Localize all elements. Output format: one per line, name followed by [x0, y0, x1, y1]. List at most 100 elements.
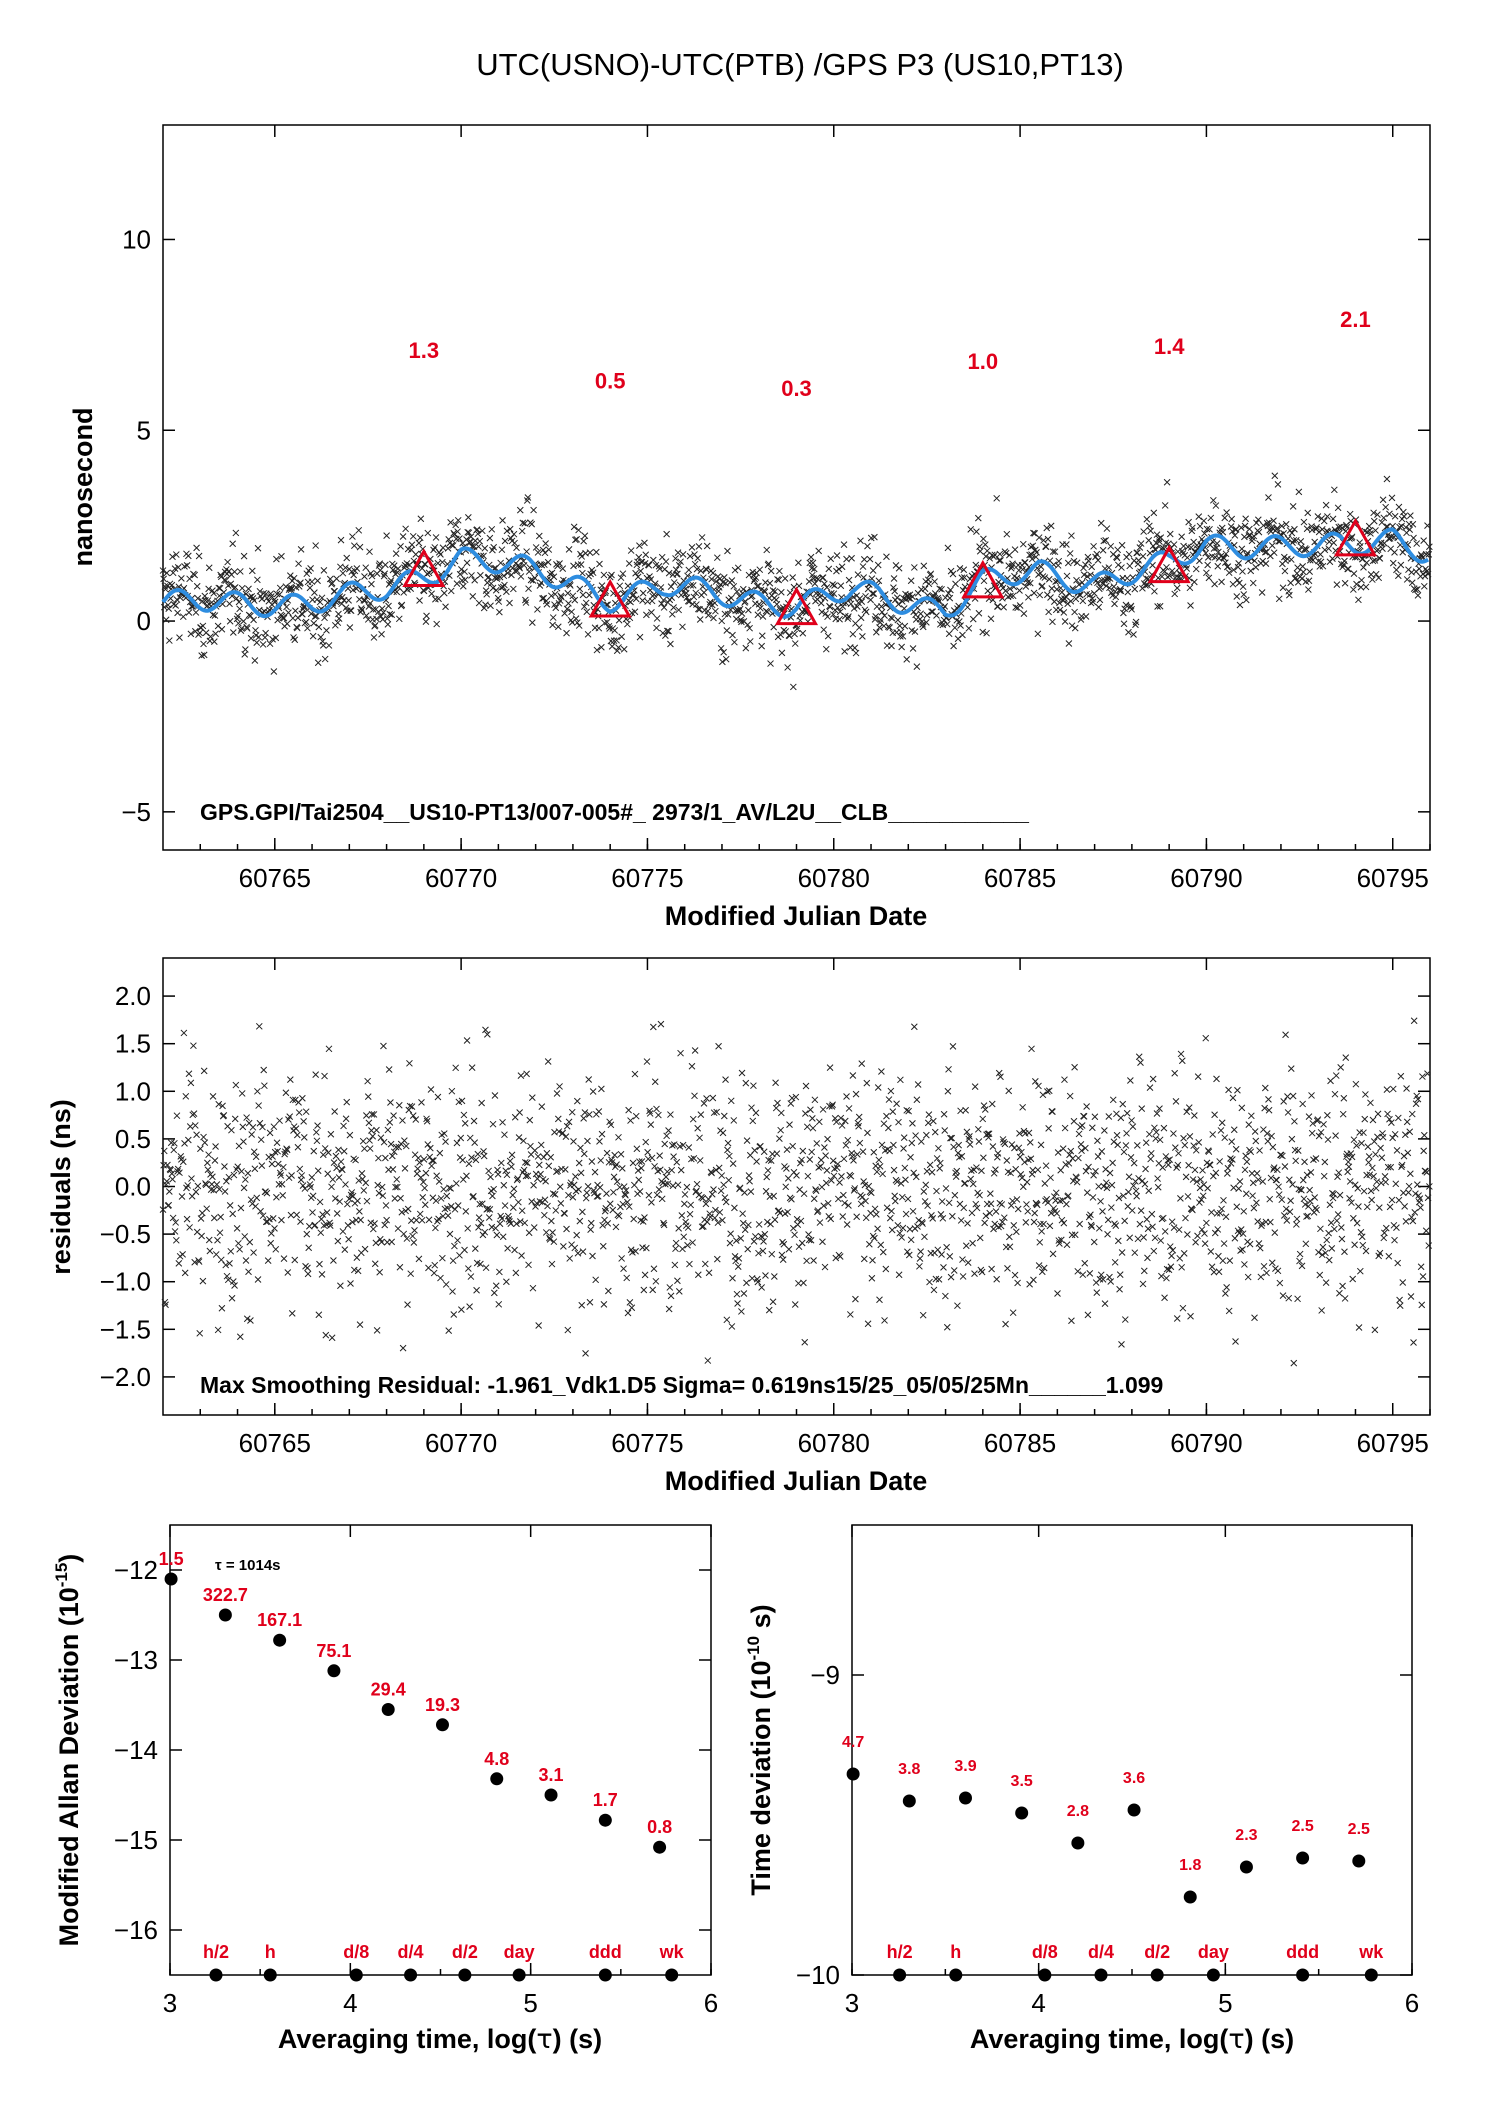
residual-data-point [1266, 1195, 1274, 1203]
main-data-point [417, 515, 425, 523]
residual-data-point [1090, 1238, 1098, 1246]
residual-data-point [674, 1181, 682, 1189]
residual-data-point [987, 1200, 995, 1208]
main-data-point [746, 638, 754, 645]
main-data-point [729, 631, 736, 639]
residual-data-point [1184, 1193, 1192, 1200]
main-data-point [959, 631, 966, 639]
residual-data-point [184, 1136, 192, 1144]
main-data-point [383, 532, 390, 539]
residual-data-point [1346, 1178, 1354, 1185]
residual-data-point [977, 1266, 985, 1274]
main-data-point [240, 617, 247, 625]
residual-data-point [212, 1251, 220, 1258]
residual-data-point [1037, 1220, 1044, 1228]
main-data-point [176, 634, 183, 641]
residual-data-point [446, 1230, 454, 1238]
residual-data-point [992, 1208, 1000, 1215]
residual-data-point [554, 1115, 562, 1123]
residual-data-point [215, 1100, 223, 1108]
residual-data-point [701, 1260, 709, 1268]
residual-data-point [800, 1190, 808, 1198]
residual-data-point [432, 1197, 440, 1205]
main-data-point [1102, 537, 1110, 544]
residual-data-point [463, 1037, 471, 1044]
main-data-point [397, 543, 404, 550]
main-data-point [834, 604, 842, 612]
residual-data-point [746, 1177, 753, 1185]
main-data-point [1282, 520, 1290, 528]
residual-data-point [989, 1143, 997, 1150]
residual-data-point [1247, 1148, 1255, 1156]
residual-data-point [395, 1101, 403, 1109]
residual-data-point [319, 1151, 327, 1159]
residual-data-point [1357, 1228, 1365, 1236]
main-data-point [973, 528, 980, 535]
main-data-point [308, 578, 316, 586]
residual-data-point [1173, 1315, 1181, 1322]
residual-data-point [1235, 1185, 1243, 1193]
x-tick-label: 60770 [425, 1428, 497, 1458]
main-data-point [670, 604, 677, 611]
tdev-plot-frame [851, 1524, 1413, 1976]
main-data-point [1059, 597, 1067, 604]
residual-data-point [1031, 1209, 1039, 1217]
residual-data-point [757, 1142, 764, 1150]
residual-data-point [1101, 1127, 1108, 1134]
main-data-point [247, 634, 255, 642]
main-data-point [639, 589, 647, 597]
main-data-point [231, 568, 238, 576]
x-tick-label: 60790 [1170, 863, 1242, 893]
residual-data-point [655, 1111, 662, 1119]
residual-data-point [250, 1249, 257, 1256]
residual-data-point [225, 1173, 233, 1181]
residual-data-point [1383, 1086, 1391, 1093]
main-data-point [1239, 568, 1246, 575]
main-data-point [1275, 595, 1283, 603]
residual-data-point [1106, 1273, 1113, 1281]
residual-data-point [431, 1261, 439, 1269]
residual-data-point [1163, 1274, 1170, 1282]
tdev-y-label-prefix: Time deviation (10 [746, 1661, 776, 1896]
residual-data-point [1139, 1280, 1147, 1288]
residual-data-point [916, 1262, 923, 1270]
main-data-point [285, 609, 292, 616]
residual-data-point [904, 1248, 911, 1256]
residual-data-point [826, 1064, 834, 1072]
residual-data-point [869, 1256, 876, 1264]
residual-data-point [172, 1219, 180, 1226]
interval-point [404, 1968, 418, 1982]
residual-data-point [733, 1290, 741, 1298]
main-data-point [1056, 606, 1064, 614]
residual-data-point [300, 1134, 308, 1141]
main-data-point [235, 598, 243, 606]
residual-data-point [1273, 1176, 1281, 1184]
main-data-point [1192, 565, 1200, 573]
residual-data-point [852, 1090, 860, 1098]
residual-data-point [1408, 1110, 1416, 1118]
y-tick-label: −1.0 [100, 1267, 151, 1297]
residual-data-point [1381, 1172, 1389, 1180]
residual-data-point [508, 1163, 515, 1171]
residual-data-point [371, 1260, 379, 1268]
residual-data-point [160, 1147, 168, 1155]
residual-data-point [681, 1191, 689, 1198]
residual-data-point [248, 1131, 256, 1138]
residual-data-point [437, 1195, 445, 1202]
main-data-point [1228, 527, 1236, 535]
residual-data-point [289, 1096, 297, 1104]
residual-data-point [196, 1329, 204, 1337]
residual-data-point [656, 1152, 664, 1159]
residual-data-point [512, 1269, 520, 1277]
deviation-point [435, 1718, 449, 1732]
residual-data-point [909, 1119, 916, 1127]
residual-data-point [321, 1145, 329, 1152]
main-data-point [342, 564, 349, 572]
residual-data-point [1253, 1169, 1261, 1177]
residual-data-point [806, 1156, 814, 1163]
residual-data-point [1300, 1195, 1308, 1203]
residual-data-point [428, 1157, 436, 1164]
residual-data-point [180, 1029, 188, 1037]
main-data-point [808, 564, 816, 572]
residual-data-point [1339, 1110, 1347, 1118]
